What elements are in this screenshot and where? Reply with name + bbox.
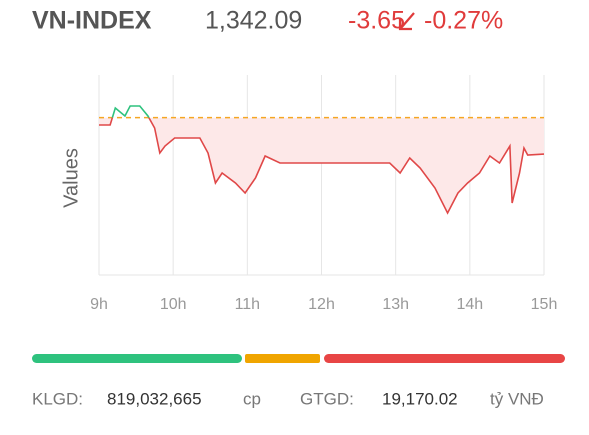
- index-change: -3.65: [348, 7, 405, 35]
- down-arrow-icon: [398, 12, 415, 31]
- area: [99, 117, 544, 213]
- value: 19,170.02: [382, 389, 458, 408]
- x-tick-label: 9h: [90, 296, 108, 313]
- y-axis-label: Values: [60, 148, 82, 208]
- decline-bar: [324, 354, 565, 363]
- advance-bar: [32, 354, 242, 363]
- plot: 9h 10h 11h 12h 13h 14h 15h: [90, 75, 557, 313]
- x-tick-label: 14h: [456, 296, 483, 313]
- volume: 819,032,665: [107, 389, 202, 408]
- value-label: GTGD:: [300, 389, 354, 408]
- line-above-reference: [111, 105, 150, 118]
- index-title: VN-INDEX: [32, 7, 152, 35]
- x-tick-label: 12h: [308, 296, 335, 313]
- line: [99, 117, 545, 215]
- index-change-percent: -0.27%: [424, 7, 503, 35]
- unchanged-bar: [245, 354, 320, 363]
- volume-unit: cp: [243, 389, 261, 408]
- x-tick-label: 13h: [382, 296, 409, 313]
- index-price: 1,342.09: [205, 7, 302, 35]
- value-unit: tỷ VNĐ: [490, 389, 544, 408]
- x-tick-label: 10h: [160, 296, 187, 313]
- x-tick-label: 11h: [235, 296, 261, 313]
- x-tick-label: 15h: [531, 296, 558, 313]
- volume-label: KLGD:: [32, 389, 83, 408]
